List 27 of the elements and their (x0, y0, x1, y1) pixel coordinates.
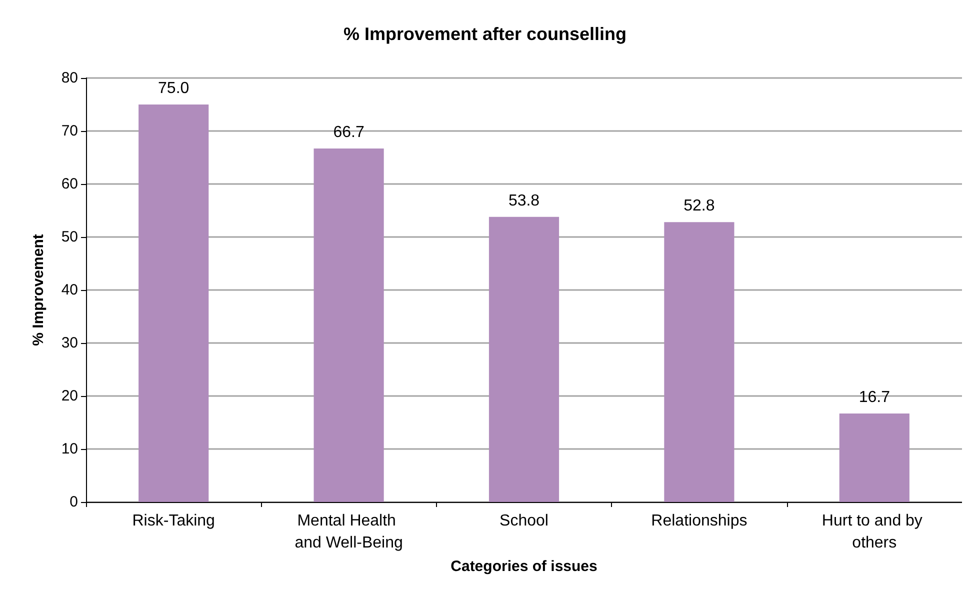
x-tick-label: Mental Health and Well-Being (294, 512, 403, 552)
data-label: 52.8 (684, 198, 715, 215)
y-tick-label: 80 (61, 70, 78, 86)
chart-title: % Improvement after counselling (343, 24, 627, 44)
y-tick-label: 60 (61, 176, 78, 192)
bar (138, 104, 209, 502)
y-axis-title: % Improvement (30, 234, 47, 346)
x-tick-label: Relationships (651, 512, 748, 530)
bar (488, 216, 560, 502)
bar (314, 148, 384, 502)
y-tick-label: 50 (61, 228, 78, 246)
x-tick-label: Hurt to and by others (822, 512, 927, 552)
x-axis-title: Categories of issues (450, 558, 598, 575)
y-tick-label: 40 (61, 282, 78, 298)
data-label: 75.0 (158, 80, 190, 97)
bar (839, 413, 910, 502)
data-label: 53.8 (508, 192, 540, 210)
y-tick-label: 10 (61, 440, 78, 458)
bar (664, 222, 734, 502)
data-label: 16.7 (858, 388, 890, 406)
x-tick-label: Risk-Taking (132, 512, 215, 530)
y-tick-label: 30 (61, 334, 78, 352)
data-label: 66.7 (333, 124, 364, 141)
y-tick-label: 70 (61, 122, 78, 140)
y-tick-label: 0 (70, 494, 78, 510)
y-tick-label: 20 (61, 388, 78, 404)
x-tick-label: School (500, 512, 548, 530)
